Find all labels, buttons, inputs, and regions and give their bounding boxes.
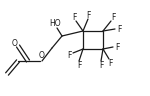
Text: F: F: [86, 10, 90, 19]
Text: F: F: [115, 43, 119, 51]
Text: F: F: [108, 58, 112, 67]
Text: O: O: [39, 51, 45, 60]
Text: HO: HO: [49, 19, 61, 29]
Text: F: F: [77, 60, 81, 70]
Text: F: F: [72, 12, 76, 22]
Text: F: F: [111, 12, 115, 22]
Text: F: F: [117, 24, 121, 34]
Text: F: F: [67, 50, 71, 60]
Text: O: O: [12, 38, 18, 48]
Text: F: F: [99, 60, 103, 70]
